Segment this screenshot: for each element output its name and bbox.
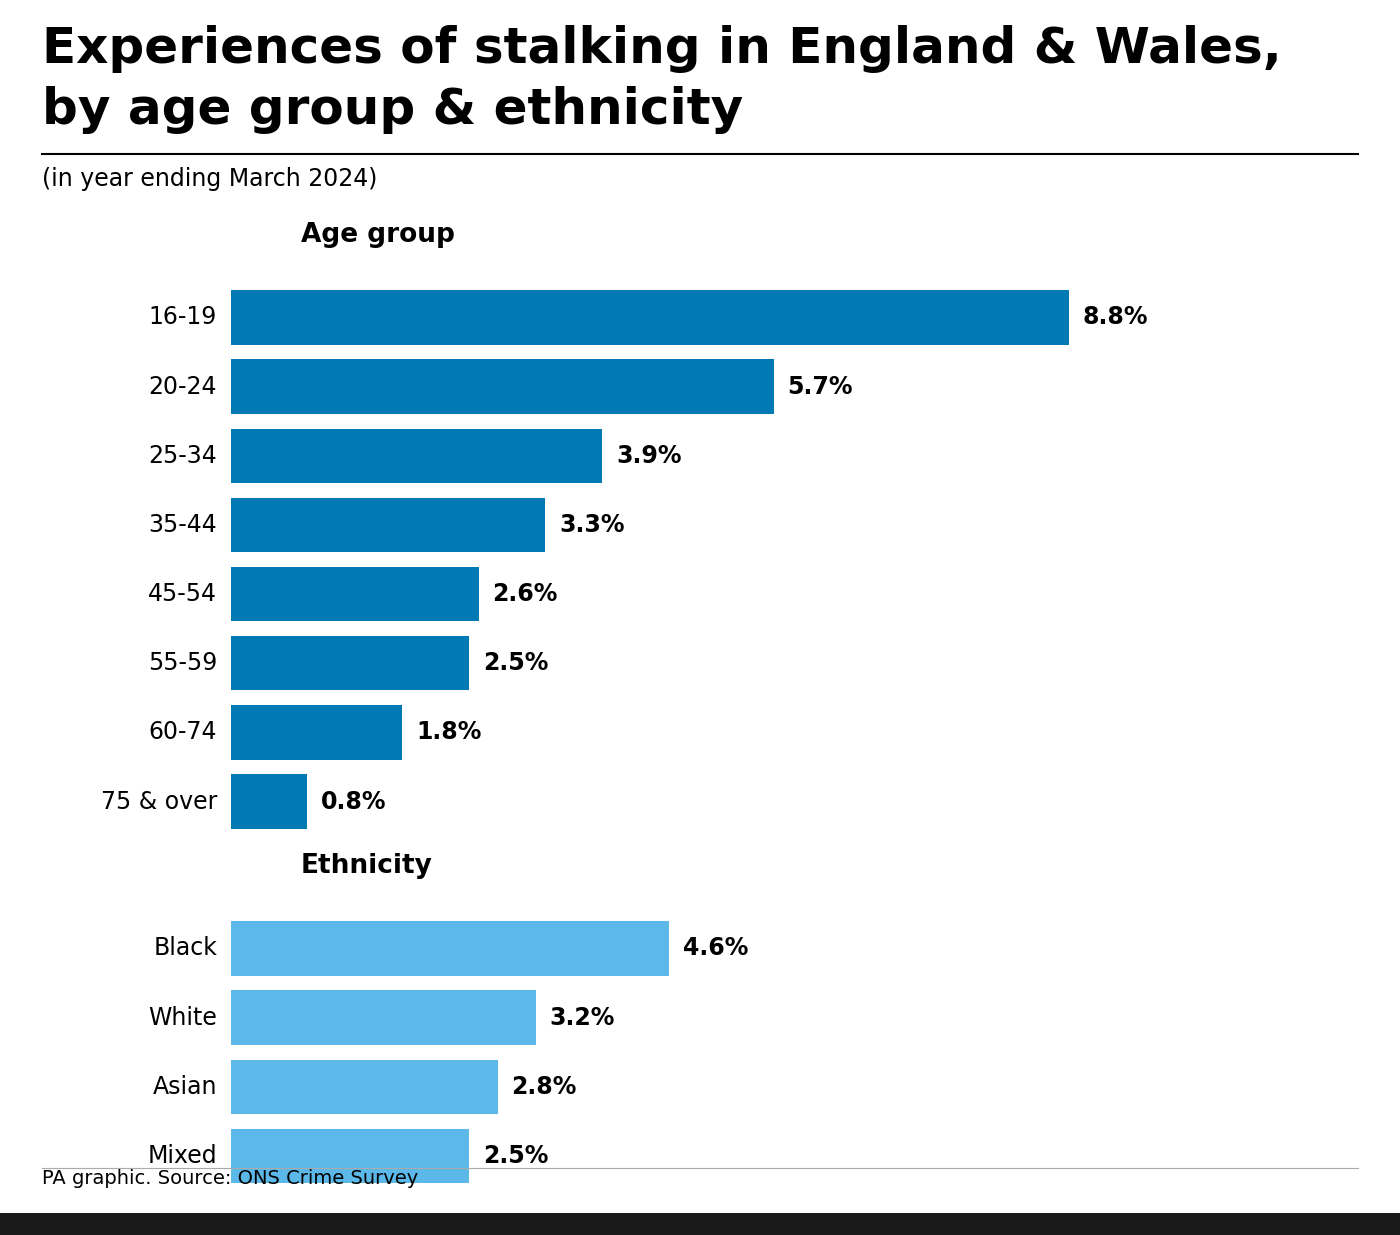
- Text: 35-44: 35-44: [148, 513, 217, 537]
- Bar: [231, 705, 402, 760]
- Text: 3.2%: 3.2%: [550, 1005, 615, 1030]
- Text: PA graphic. Source: ONS Crime Survey: PA graphic. Source: ONS Crime Survey: [42, 1170, 419, 1188]
- Text: 75 & over: 75 & over: [101, 789, 217, 814]
- Bar: [0, 1213, 1400, 1235]
- Text: 5.7%: 5.7%: [788, 374, 853, 399]
- Bar: [231, 567, 479, 621]
- Text: White: White: [148, 1005, 217, 1030]
- Text: 20-24: 20-24: [148, 374, 217, 399]
- Text: 4.6%: 4.6%: [683, 936, 748, 961]
- Text: 16-19: 16-19: [148, 305, 217, 330]
- Text: 8.8%: 8.8%: [1082, 305, 1148, 330]
- Text: 55-59: 55-59: [148, 651, 217, 676]
- Text: Age group: Age group: [301, 222, 455, 248]
- Text: Black: Black: [153, 936, 217, 961]
- Text: 3.9%: 3.9%: [616, 443, 682, 468]
- Text: 2.6%: 2.6%: [493, 582, 557, 606]
- Text: 2.5%: 2.5%: [483, 651, 549, 676]
- Text: (in year ending March 2024): (in year ending March 2024): [42, 167, 378, 190]
- Text: 25-34: 25-34: [148, 443, 217, 468]
- Bar: [231, 921, 669, 976]
- Text: by age group & ethnicity: by age group & ethnicity: [42, 86, 743, 135]
- Text: Experiences of stalking in England & Wales,: Experiences of stalking in England & Wal…: [42, 25, 1282, 73]
- Text: 45-54: 45-54: [148, 582, 217, 606]
- Text: Ethnicity: Ethnicity: [301, 853, 433, 879]
- Text: Asian: Asian: [153, 1074, 217, 1099]
- Text: 2.8%: 2.8%: [511, 1074, 577, 1099]
- Bar: [231, 774, 307, 829]
- Bar: [231, 498, 545, 552]
- Bar: [231, 359, 774, 414]
- Text: 3.3%: 3.3%: [559, 513, 624, 537]
- Bar: [231, 429, 602, 483]
- Bar: [231, 290, 1068, 345]
- Text: 1.8%: 1.8%: [416, 720, 482, 745]
- Bar: [231, 1129, 469, 1183]
- Text: 60-74: 60-74: [148, 720, 217, 745]
- Text: Mixed: Mixed: [147, 1144, 217, 1168]
- Bar: [231, 1060, 497, 1114]
- Bar: [231, 636, 469, 690]
- Bar: [231, 990, 536, 1045]
- Text: 2.5%: 2.5%: [483, 1144, 549, 1168]
- Text: 0.8%: 0.8%: [321, 789, 386, 814]
